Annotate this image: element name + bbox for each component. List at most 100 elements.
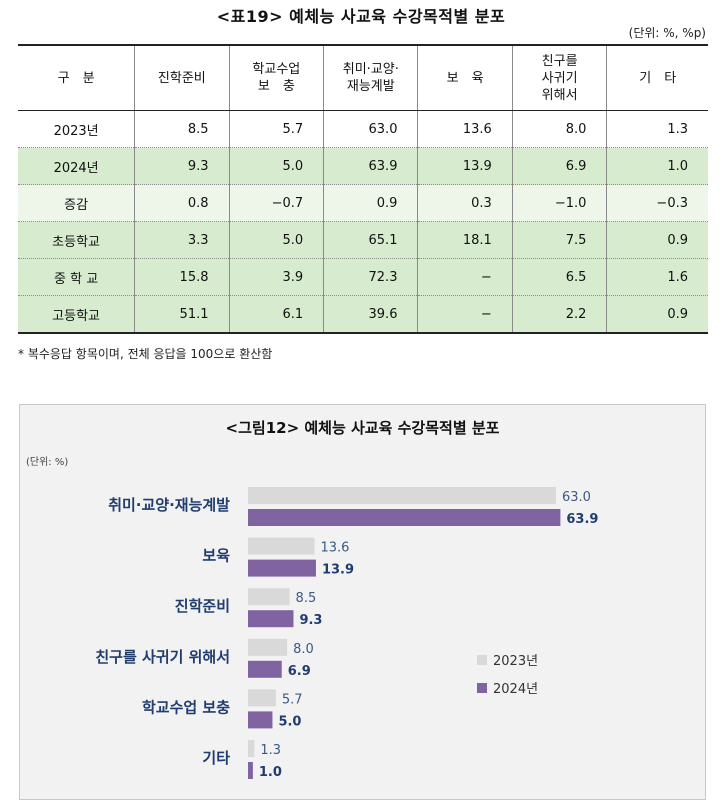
chart-unit-label: (단위: %) [26, 457, 69, 468]
data-label: 9.3 [299, 613, 322, 628]
table-cell: 72.3 [323, 258, 418, 296]
table-cell: 15.8 [134, 258, 229, 296]
table-cell: 5.0 [228, 147, 324, 185]
data-label: 8.0 [293, 642, 314, 657]
chart-panel: <그림12> 예체능 사교육 수강목적별 분포 (단위: %) 취미·교양·재능… [19, 404, 706, 800]
table-cell: 13.6 [417, 110, 513, 148]
distribution-table: 구 분 진학준비 학교수업 보 충 취미·교양· 재능계발 보 육 친구를 사귀기 위해서 기 타 … [18, 44, 708, 334]
table-cell: 7.5 [511, 221, 607, 259]
table-cell: 0.8 [134, 184, 229, 222]
table-cell: 1.6 [606, 258, 708, 296]
table-cell: 13.9 [417, 147, 513, 185]
row-label: 중 학 교 [18, 258, 135, 296]
table-row: 2024년 9.3 5.0 63.9 13.9 6.9 1.0 [18, 147, 708, 185]
table-row: 고등학교 51.1 6.1 39.6−2.2 0.9 [18, 295, 708, 334]
data-label: 63.9 [566, 512, 598, 527]
table-cell: 1.0 [606, 147, 708, 185]
table-row: 중 학 교 15.8 3.9 72.3−6.5 1.6 [18, 258, 708, 296]
legend-label: 2024년 [493, 682, 538, 697]
table-cell: 8.5 [134, 110, 229, 148]
bar-2023 [248, 689, 276, 707]
category-label: 기타 [202, 749, 230, 767]
header-text: 위해서 [541, 87, 578, 103]
data-label: 13.9 [322, 563, 354, 578]
table-footnote: * 복수응답 항목이며, 전체 응답을 100으로 환산함 [18, 347, 273, 361]
bar-2024 [248, 509, 561, 526]
row-label: 2023년 [18, 110, 135, 148]
table-cell: 6.5 [511, 258, 607, 296]
chart-title: <그림12> 예체능 사교육 수강목적별 분포 [225, 419, 500, 437]
bar-2023 [248, 537, 315, 555]
bar-2024 [248, 711, 273, 729]
data-label: 8.5 [296, 591, 317, 606]
table-cell: 65.1 [323, 221, 418, 259]
table-cell: 5.7 [228, 110, 324, 148]
bar-2023 [248, 588, 290, 606]
header-text: 구 분 [57, 70, 95, 86]
table-header-cell: 취미·교양· 재능계발 [323, 44, 418, 111]
legend-swatch [477, 683, 487, 693]
table-row: 2023년 8.5 5.7 63.0 13.6 8.0 1.3 [18, 110, 708, 148]
table-cell: 6.9 [511, 147, 607, 185]
row-label: 고등학교 [18, 295, 135, 334]
data-label: 13.6 [320, 541, 349, 556]
table-header-cell: 진학준비 [134, 44, 229, 111]
table-cell: 18.1 [417, 221, 513, 259]
bar-2024 [248, 610, 294, 628]
table-unit-note: (단위: %, %p) [628, 26, 706, 40]
bar-2024 [248, 762, 253, 779]
table-cell: 6.1 [228, 295, 324, 334]
header-text: 학교수업 [252, 62, 301, 77]
legend-label: 2023년 [493, 654, 538, 669]
table-cell: 63.0 [323, 110, 418, 148]
bar-chart: 취미·교양·재능계발 63.0 63.9 보육 13.6 13.9 진학준비 8.5 9.3 친구… [95, 487, 598, 780]
header-text: 보 육 [446, 70, 484, 86]
header-text: 취미·교양· [342, 62, 399, 77]
data-label: 5.7 [282, 692, 303, 707]
data-label: 6.9 [288, 664, 311, 679]
category-label: 학교수업 보충 [142, 698, 230, 716]
header-text: 친구를 [541, 53, 578, 69]
row-label: 초등학교 [18, 221, 135, 259]
table-cell: 1.3 [606, 110, 708, 148]
category-label: 취미·교양·재능계발 [108, 496, 230, 514]
row-label: 2024년 [18, 147, 135, 185]
table-cell: 0.9 [606, 221, 708, 259]
bar-2024 [248, 559, 316, 577]
category-label: 진학준비 [175, 597, 230, 615]
table-cell: −0.7 [228, 184, 324, 222]
table-header-cell: 기 타 [606, 44, 708, 111]
table-header-cell: 보 육 [417, 44, 513, 111]
header-text: 재능계발 [346, 79, 395, 94]
table-cell: 9.3 [134, 147, 229, 185]
data-label: 63.0 [562, 490, 591, 505]
table-cell: 8.0 [511, 110, 607, 148]
table-cell: −1.0 [511, 184, 607, 222]
bar-2023 [248, 638, 288, 656]
category-label: 보육 [202, 547, 230, 565]
data-label: 1.0 [259, 765, 282, 780]
bar-2024 [248, 660, 282, 678]
bar-2023 [248, 740, 255, 757]
category-label: 친구를 사귀기 위해서 [95, 648, 230, 666]
table-cell: 3.3 [134, 221, 229, 259]
table-title: <표19> 예체능 사교육 수강목적별 분포 [216, 7, 506, 26]
table-cell: 39.6 [323, 295, 418, 334]
table-cell: −0.3 [606, 184, 708, 222]
data-label: 1.3 [260, 743, 281, 758]
table-cell: − [417, 295, 513, 334]
bar-2023 [248, 487, 556, 504]
table-row: 초등학교 3.3 5.0 65.1 18.1 7.5 0.9 [18, 221, 708, 259]
table-cell: 51.1 [134, 295, 229, 334]
header-text: 기 타 [639, 70, 677, 86]
table-cell: 63.9 [323, 147, 418, 185]
table-cell: 5.0 [228, 221, 324, 259]
header-text: 진학준비 [157, 70, 206, 86]
table-header-cell: 구 분 [18, 44, 135, 111]
table-cell: 3.9 [228, 258, 324, 296]
legend-swatch [477, 655, 487, 665]
header-text: 보 충 [257, 79, 295, 94]
table-header-cell: 친구를 사귀기 위해서 [511, 44, 607, 111]
